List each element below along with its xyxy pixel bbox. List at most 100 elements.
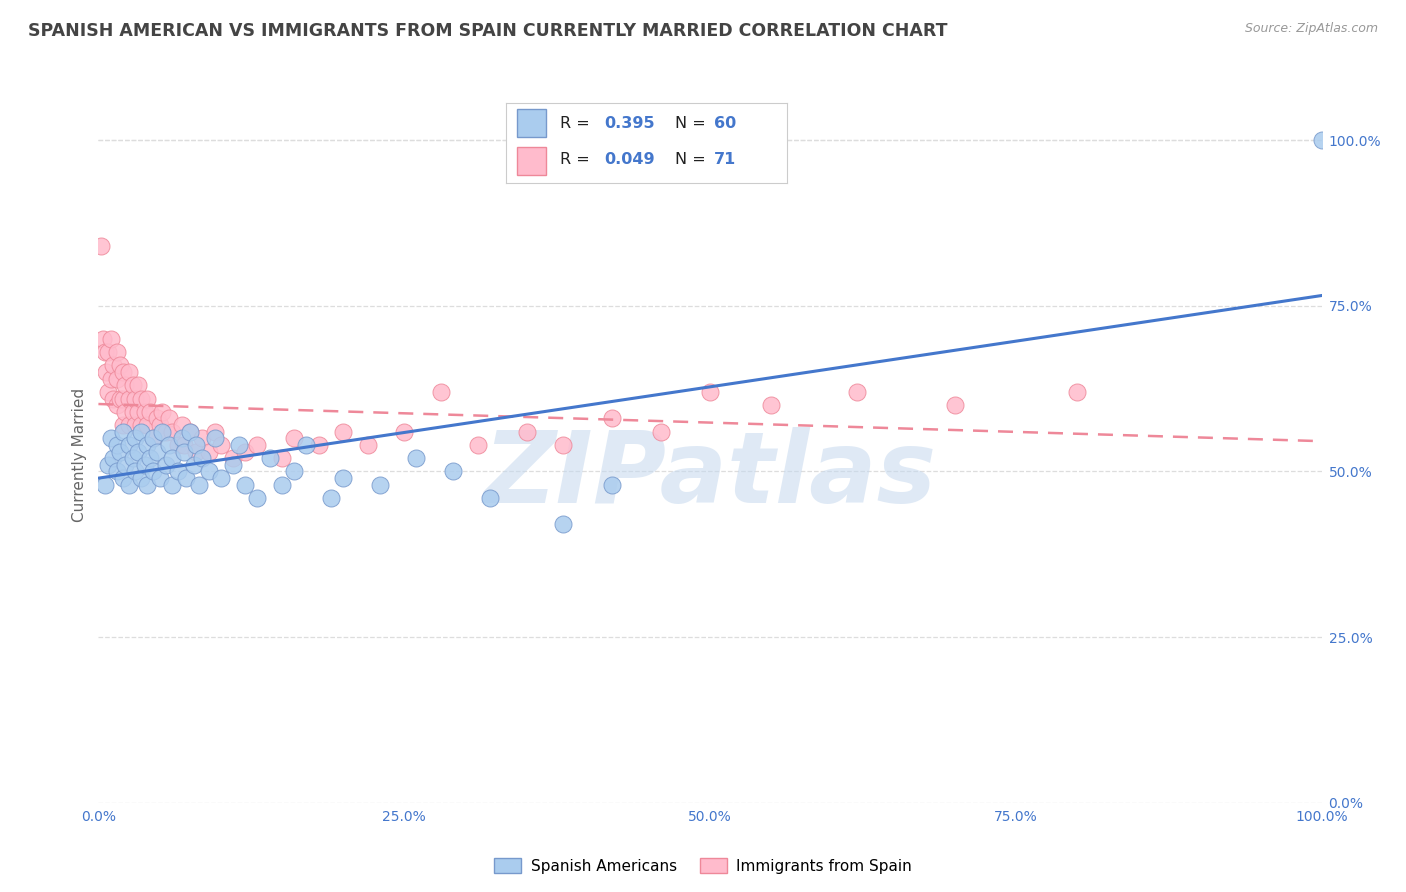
Point — [197, 444, 219, 458]
Point — [405, 451, 427, 466]
Point — [167, 438, 190, 452]
Point — [332, 471, 354, 485]
Point — [90, 239, 112, 253]
Text: R =: R = — [560, 116, 595, 130]
Point — [157, 438, 180, 452]
Point — [209, 471, 232, 485]
Point — [319, 491, 342, 505]
Point — [170, 431, 193, 445]
Text: Source: ZipAtlas.com: Source: ZipAtlas.com — [1244, 22, 1378, 36]
Point — [150, 405, 173, 419]
Text: 0.395: 0.395 — [605, 116, 655, 130]
Point — [97, 458, 120, 472]
Point — [155, 458, 177, 472]
Point — [600, 411, 623, 425]
Point — [124, 418, 146, 433]
Point — [124, 392, 146, 406]
Point — [191, 451, 214, 466]
Point — [283, 465, 305, 479]
Point — [149, 418, 172, 433]
Point — [173, 438, 195, 452]
Point — [111, 471, 134, 485]
Text: N =: N = — [675, 153, 711, 168]
Point — [129, 471, 152, 485]
Point — [222, 451, 245, 466]
Point — [149, 471, 172, 485]
Point — [160, 425, 183, 439]
Point — [124, 431, 146, 445]
Point — [111, 392, 134, 406]
Point — [170, 418, 193, 433]
Point — [91, 332, 114, 346]
Point — [114, 458, 136, 472]
Point — [111, 425, 134, 439]
Point — [121, 405, 143, 419]
Point — [121, 451, 143, 466]
Point — [110, 359, 132, 373]
Point — [129, 392, 152, 406]
Point — [478, 491, 501, 505]
Point — [157, 411, 180, 425]
Point — [139, 451, 162, 466]
Point — [270, 451, 294, 466]
Point — [1310, 133, 1333, 147]
Point — [139, 405, 162, 419]
Point — [176, 471, 198, 485]
Point — [295, 438, 318, 452]
Point — [332, 425, 354, 439]
Point — [204, 425, 226, 439]
Point — [209, 438, 232, 452]
Text: 0.049: 0.049 — [605, 153, 655, 168]
Point — [111, 365, 134, 379]
Point — [246, 438, 269, 452]
Point — [650, 425, 672, 439]
Point — [127, 378, 149, 392]
Point — [246, 491, 269, 505]
Point — [186, 444, 208, 458]
Point — [136, 392, 159, 406]
Point — [146, 411, 169, 425]
Bar — [517, 147, 546, 175]
Point — [356, 438, 378, 452]
Point — [105, 465, 128, 479]
Point — [134, 458, 156, 472]
Point — [136, 477, 159, 491]
Point — [187, 477, 209, 491]
Text: 71: 71 — [714, 153, 737, 168]
Text: R =: R = — [560, 153, 595, 168]
Point — [600, 477, 623, 491]
Text: ZIPatlas: ZIPatlas — [484, 427, 936, 524]
Point — [93, 477, 115, 491]
Point — [110, 444, 132, 458]
Point — [136, 438, 159, 452]
Point — [699, 384, 721, 399]
Point — [134, 405, 156, 419]
Point — [259, 451, 281, 466]
Point — [430, 384, 453, 399]
Point — [150, 425, 173, 439]
Point — [186, 438, 208, 452]
Point — [204, 431, 226, 445]
Point — [197, 465, 219, 479]
Point — [1066, 384, 1088, 399]
Point — [308, 438, 330, 452]
Text: N =: N = — [675, 116, 711, 130]
Point — [100, 431, 122, 445]
Point — [114, 405, 136, 419]
Point — [155, 425, 177, 439]
Point — [222, 458, 245, 472]
Legend: Spanish Americans, Immigrants from Spain: Spanish Americans, Immigrants from Spain — [488, 852, 918, 880]
Point — [127, 444, 149, 458]
Point — [118, 438, 141, 452]
Point — [142, 431, 165, 445]
Point — [110, 392, 132, 406]
Point — [136, 418, 159, 433]
Point — [105, 345, 128, 359]
Text: SPANISH AMERICAN VS IMMIGRANTS FROM SPAIN CURRENTLY MARRIED CORRELATION CHART: SPANISH AMERICAN VS IMMIGRANTS FROM SPAI… — [28, 22, 948, 40]
Point — [101, 451, 124, 466]
Point — [183, 458, 205, 472]
Point — [101, 359, 124, 373]
Point — [94, 365, 117, 379]
Point — [93, 345, 115, 359]
Bar — [517, 109, 546, 137]
